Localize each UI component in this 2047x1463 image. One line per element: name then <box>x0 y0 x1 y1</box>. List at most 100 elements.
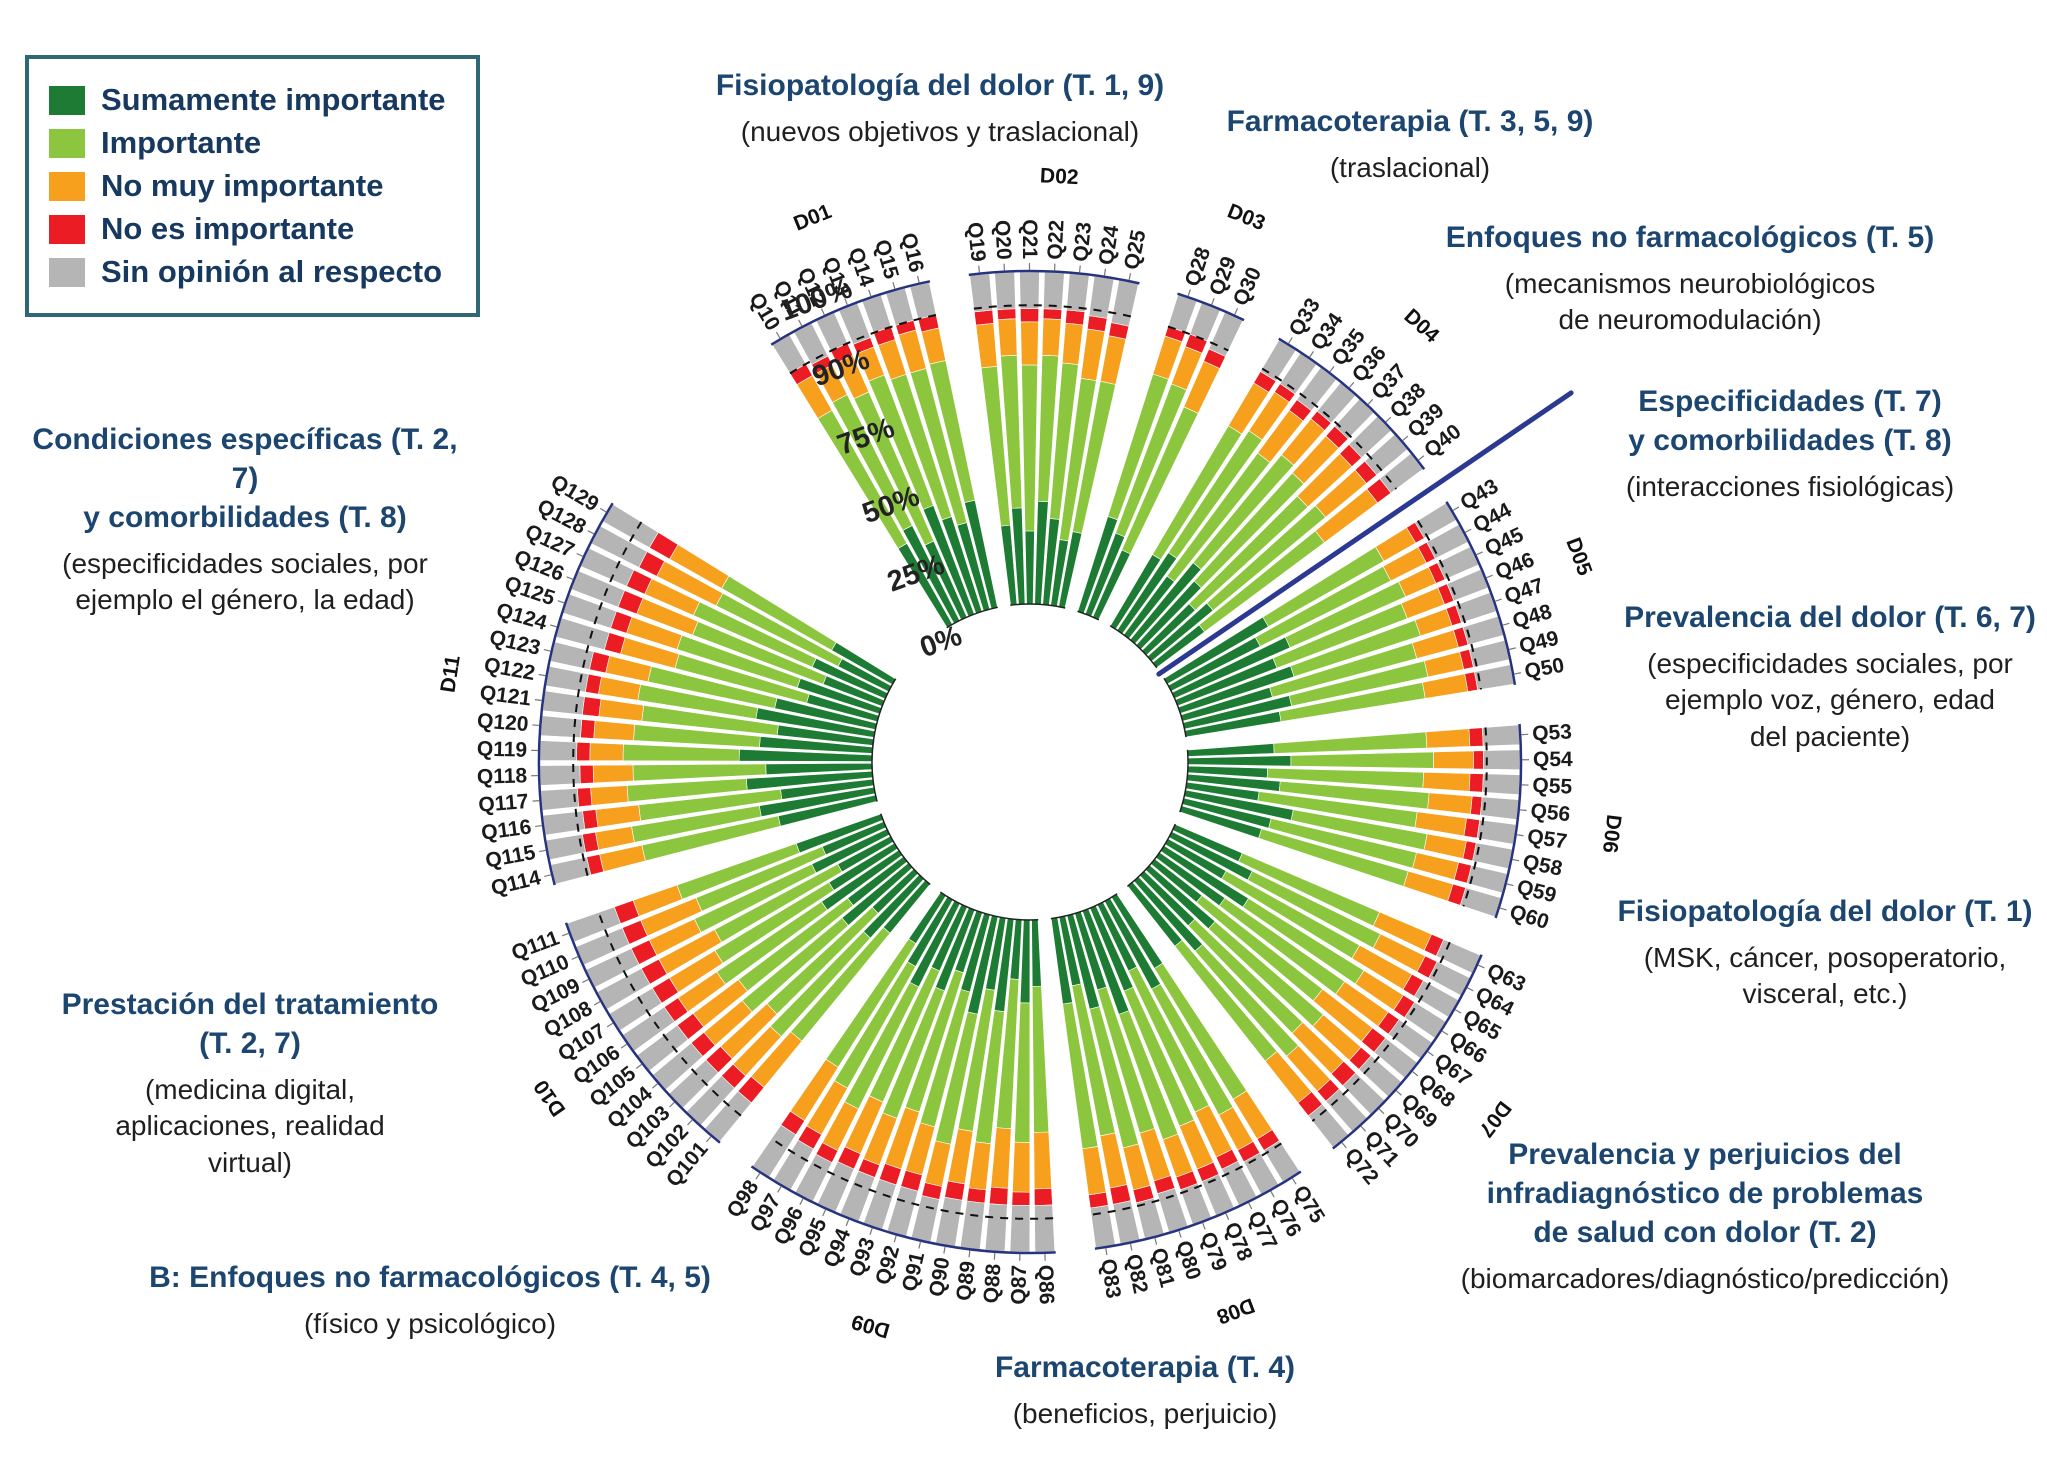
label-tick <box>538 849 547 853</box>
bar-segment <box>1033 1131 1052 1190</box>
legend-swatch-icon <box>49 257 85 287</box>
label-tick <box>775 331 781 339</box>
question-label: Q87 <box>1007 1265 1031 1305</box>
ninety-percent-dashed-ring <box>789 313 937 375</box>
bar-segment <box>996 308 1017 320</box>
bar-segment <box>1110 279 1139 327</box>
label-tick <box>1395 1090 1402 1096</box>
bar-segment <box>1433 750 1474 770</box>
question-label: Q88 <box>980 1263 1006 1305</box>
bar-segment <box>1034 1188 1053 1206</box>
bar-segment <box>1012 1141 1031 1193</box>
label-tick <box>1154 1237 1158 1245</box>
question-label: Q114 <box>489 866 543 900</box>
label-tick <box>1187 289 1191 297</box>
label-tick <box>566 576 574 581</box>
label-tick <box>798 319 803 327</box>
label-tick <box>1078 265 1081 273</box>
label-tick <box>535 824 543 828</box>
question-label: Q24 <box>1095 223 1124 266</box>
label-tick <box>576 552 584 557</box>
inner-baseline-arc <box>1010 603 1066 609</box>
label-tick <box>1309 351 1314 358</box>
bar-segment <box>579 764 594 784</box>
label-tick <box>1513 672 1522 675</box>
question-label: Q118 <box>477 764 528 788</box>
label-tick <box>918 1241 922 1249</box>
question-label: Q119 <box>477 738 528 762</box>
bar-segment <box>944 1180 966 1201</box>
legend: Sumamente importante Importante No muy imp… <box>25 55 480 317</box>
bar-segment <box>1423 833 1467 859</box>
label-tick <box>1202 1222 1206 1230</box>
label-tick <box>1270 1190 1275 1198</box>
bar-segment <box>990 1127 1012 1189</box>
label-tick <box>1477 964 1485 969</box>
outer-edge-arc <box>1177 292 1245 322</box>
label-tick <box>1508 647 1516 651</box>
bar-segment <box>598 698 645 722</box>
bar-segment <box>592 764 634 784</box>
bar-segment <box>975 322 998 369</box>
label-tick <box>1402 435 1409 442</box>
bar-segment <box>885 287 914 326</box>
label-tick <box>1129 1243 1133 1251</box>
label-tick <box>593 1001 601 1006</box>
inner-baseline-arc <box>946 606 998 629</box>
question-label: Q83 <box>1096 1257 1125 1300</box>
outer-edge-arc <box>1094 1170 1302 1250</box>
label-tick <box>916 275 920 283</box>
bar-segment <box>1024 530 1035 605</box>
question-label: Q49 <box>1517 627 1561 658</box>
overlay-layer <box>1156 390 1574 677</box>
bar-segment <box>1081 1146 1107 1196</box>
bar-segment <box>1009 1204 1031 1253</box>
outer-edge-arc <box>1494 723 1523 919</box>
bar-segment <box>1482 773 1521 795</box>
question-label: Q89 <box>952 1260 980 1302</box>
bar-segment <box>1473 750 1484 770</box>
domain-label: D07 <box>1474 1097 1516 1142</box>
label-tick <box>1103 268 1107 276</box>
question-label: Q20 <box>990 219 1015 260</box>
domain-label: D10 <box>529 1076 570 1121</box>
question-label: Q58 <box>1521 850 1565 880</box>
inner-baseline-arc <box>1163 677 1187 738</box>
legend-item: No es importante <box>49 211 446 247</box>
bar-segment <box>1459 887 1502 918</box>
label-tick <box>582 978 589 984</box>
legend-item: Importante <box>49 125 446 161</box>
question-label: Q82 <box>1121 1252 1152 1296</box>
bar-segment <box>989 1186 1009 1206</box>
ninety-percent-dashed-ring <box>1091 1142 1282 1216</box>
gridlines-layer <box>537 269 1523 1255</box>
question-label: Q116 <box>480 816 533 845</box>
label-tick <box>1105 1248 1108 1256</box>
question-label: Q57 <box>1526 825 1569 854</box>
bar-segment <box>1414 811 1467 837</box>
question-label: Q117 <box>478 790 530 817</box>
question-label: Q25 <box>1120 228 1151 272</box>
question-label: Q120 <box>476 709 529 736</box>
legend-swatch-icon <box>49 214 85 244</box>
bar-segment <box>589 742 624 762</box>
label-tick <box>1225 1213 1230 1220</box>
bar-segment <box>1481 724 1521 747</box>
bar-segment <box>1065 309 1086 326</box>
bar-segment <box>1427 792 1473 815</box>
domain-label: D01 <box>790 200 835 236</box>
legend-label: No muy importante <box>101 168 384 203</box>
label-tick <box>550 624 558 628</box>
label-tick <box>844 298 849 306</box>
legend-item: Sumamente importante <box>49 82 446 118</box>
bar-segment <box>968 1141 992 1191</box>
inner-baseline-arc <box>1050 893 1118 920</box>
inner-baseline-arc <box>1179 749 1189 813</box>
inner-baseline-arc <box>1077 610 1100 621</box>
bar-segment <box>959 1200 986 1250</box>
bar-segment <box>1468 773 1484 793</box>
bar-segment <box>595 804 642 828</box>
question-label: Q56 <box>1529 799 1571 826</box>
ninety-percent-dashed-ring <box>1167 325 1229 352</box>
bar-segment <box>909 282 937 320</box>
